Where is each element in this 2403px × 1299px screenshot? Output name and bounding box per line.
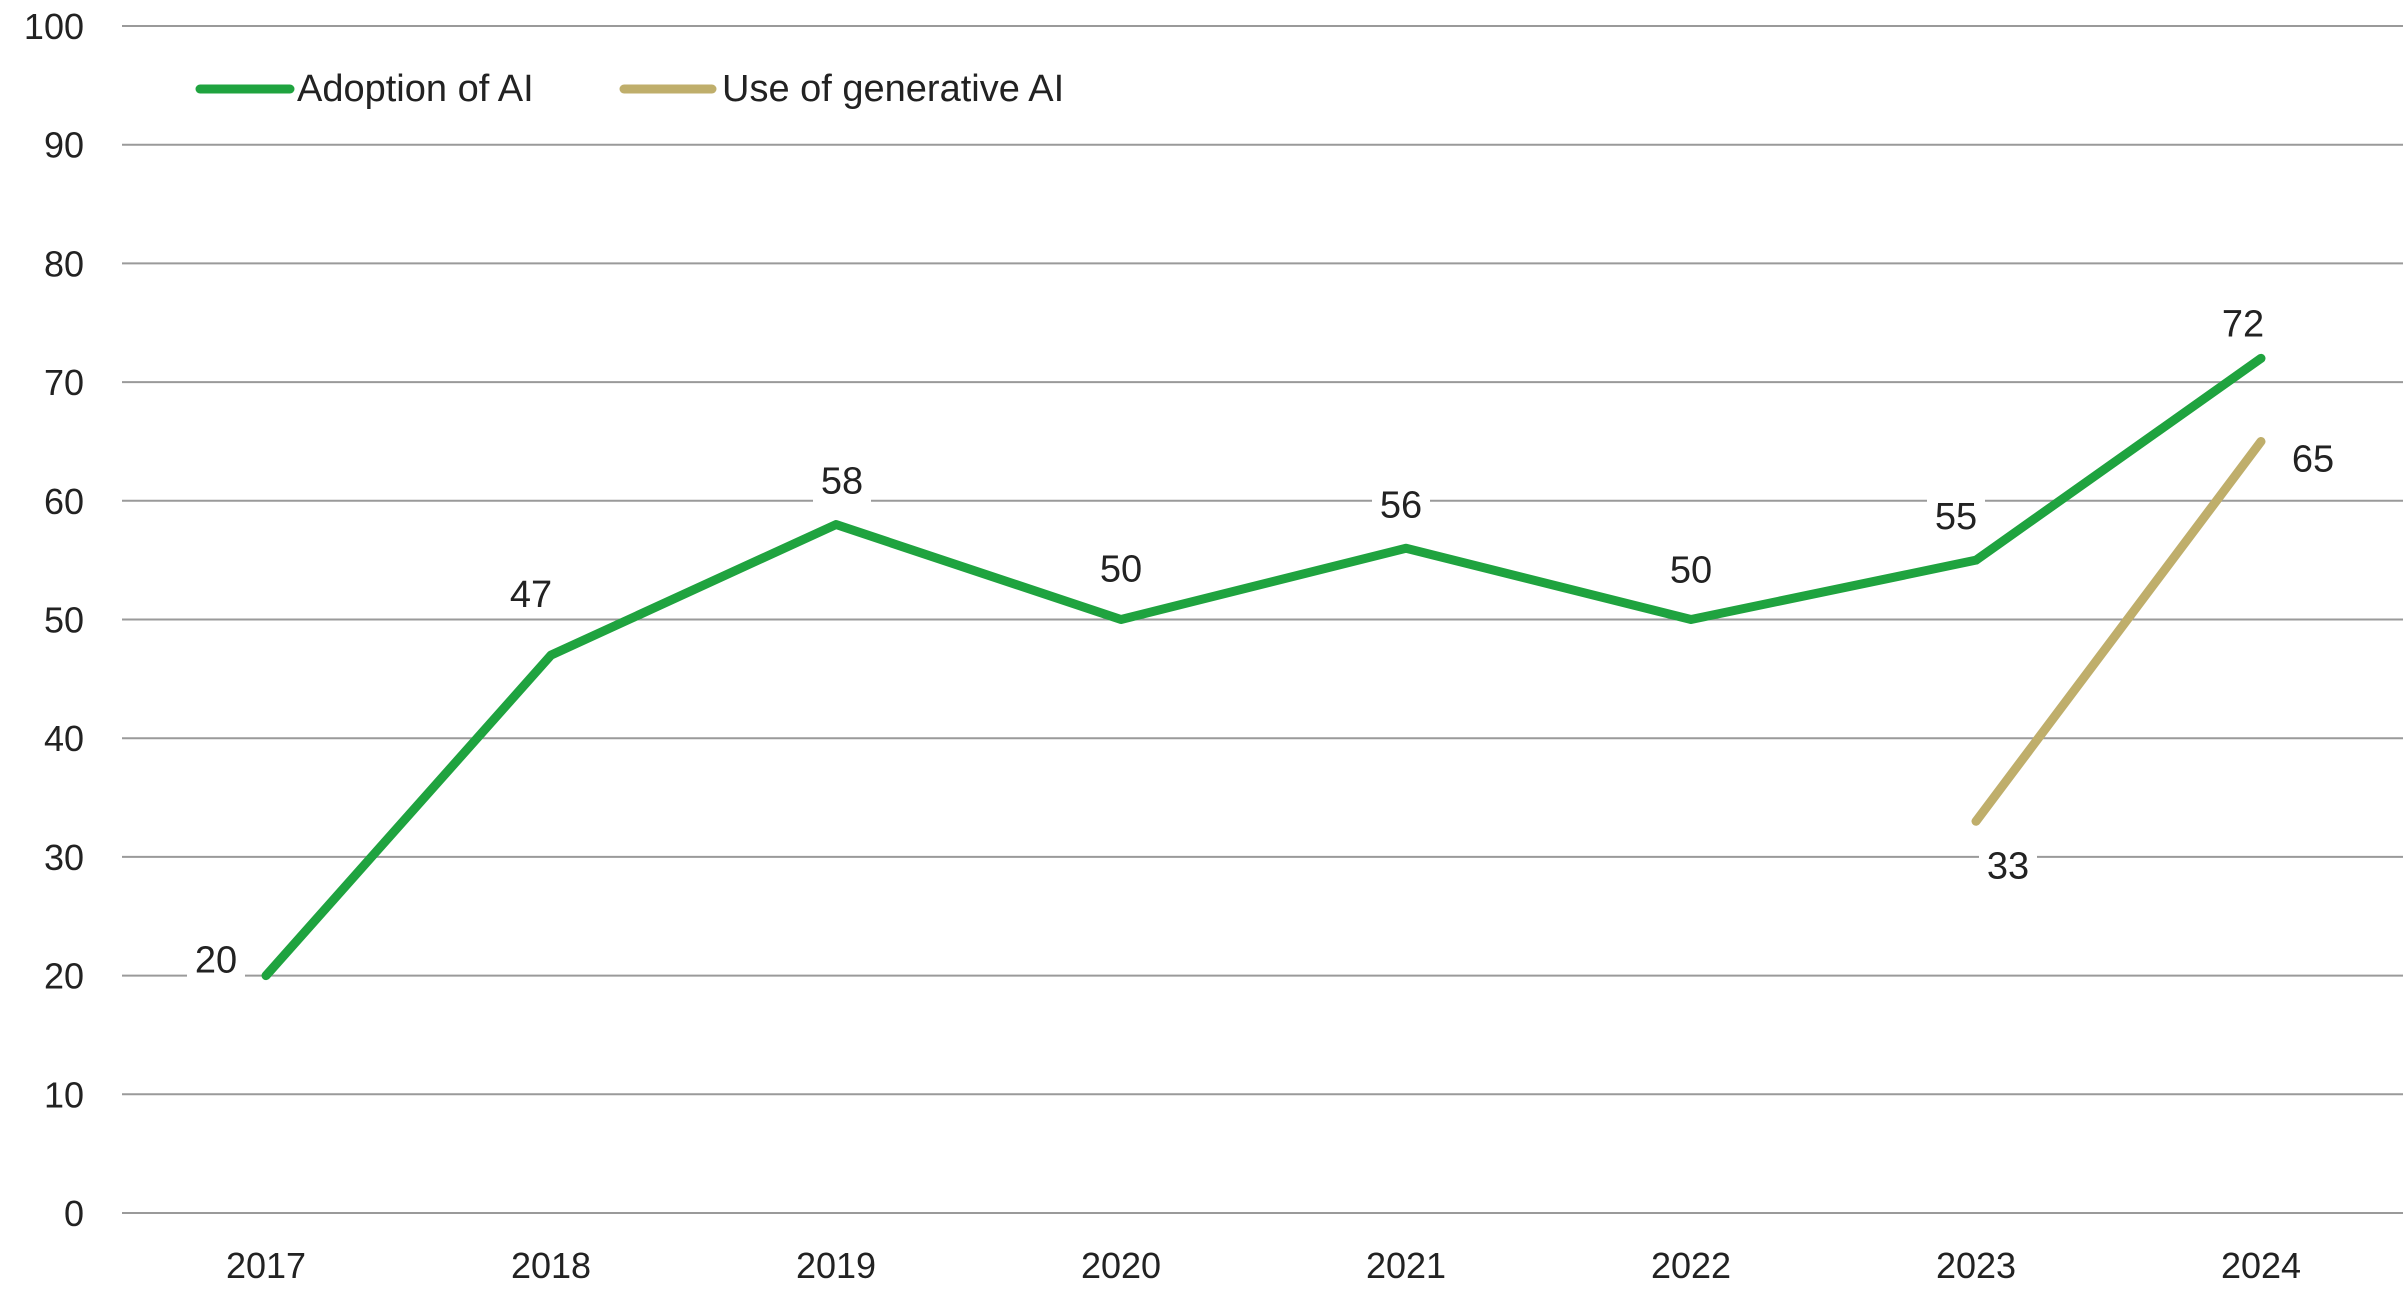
y-tick-label-80: 80	[44, 243, 84, 284]
legend-label-use-of-generative-ai: Use of generative AI	[722, 68, 1064, 110]
data-label-use-of-generative-ai-2024: 65	[2292, 438, 2334, 480]
y-tick-label-70: 70	[44, 362, 84, 403]
data-label-bg	[1662, 550, 1720, 593]
data-labels: 20 47 58 50 56 50 55 72 33 65	[187, 303, 2342, 983]
x-axis-ticks: 2017 2018 2019 2020 2021 2022 2023 2024	[226, 1245, 2301, 1286]
y-axis-ticks: 0 10 20 30 40 50 60 70 80 90 100	[24, 6, 84, 1234]
x-tick-label-2024: 2024	[2221, 1245, 2301, 1286]
data-label-adoption-of-ai-2020: 50	[1100, 549, 1142, 591]
data-label-adoption-of-ai-2018: 47	[510, 574, 552, 616]
x-tick-label-2021: 2021	[1366, 1245, 1446, 1286]
data-label-use-of-generative-ai-2023: 33	[1987, 845, 2029, 887]
data-label-adoption-of-ai-2024: 72	[2222, 303, 2264, 345]
data-label-bg	[2284, 439, 2342, 482]
y-tick-label-60: 60	[44, 481, 84, 522]
y-tick-label-0: 0	[64, 1193, 84, 1234]
y-tick-label-100: 100	[24, 6, 84, 47]
data-label-bg	[1927, 497, 1985, 540]
series-line-adoption-of-ai	[261, 353, 2266, 981]
x-tick-label-2019: 2019	[796, 1245, 876, 1286]
data-label-adoption-of-ai-2017: 20	[195, 940, 237, 982]
data-label-bg	[1372, 485, 1430, 528]
data-label-bg	[1092, 549, 1150, 592]
data-label-adoption-of-ai-2021: 56	[1380, 484, 1422, 526]
legend: Adoption of AI Use of generative AI	[195, 68, 1064, 110]
y-tick-label-20: 20	[44, 956, 84, 997]
y-tick-label-30: 30	[44, 837, 84, 878]
y-tick-label-10: 10	[44, 1074, 84, 1115]
data-label-adoption-of-ai-2023: 55	[1935, 496, 1977, 538]
data-label-bg	[1979, 846, 2037, 889]
x-tick-label-2017: 2017	[226, 1245, 306, 1286]
x-tick-label-2020: 2020	[1081, 1245, 1161, 1286]
legend-label-adoption-of-ai: Adoption of AI	[297, 68, 534, 110]
x-tick-label-2022: 2022	[1651, 1245, 1731, 1286]
y-tick-label-50: 50	[44, 600, 84, 641]
series-line-use-of-generative-ai	[1971, 436, 2266, 826]
gridlines	[122, 25, 2403, 1214]
y-tick-label-40: 40	[44, 718, 84, 759]
data-label-bg	[187, 940, 245, 983]
data-label-bg	[2214, 304, 2272, 347]
data-label-adoption-of-ai-2019: 58	[821, 461, 863, 503]
data-label-bg	[813, 461, 871, 504]
x-tick-label-2023: 2023	[1936, 1245, 2016, 1286]
x-tick-label-2018: 2018	[511, 1245, 591, 1286]
data-label-bg	[502, 575, 560, 618]
series-lines	[261, 353, 2266, 981]
data-label-adoption-of-ai-2022: 50	[1670, 550, 1712, 592]
y-tick-label-90: 90	[44, 125, 84, 166]
